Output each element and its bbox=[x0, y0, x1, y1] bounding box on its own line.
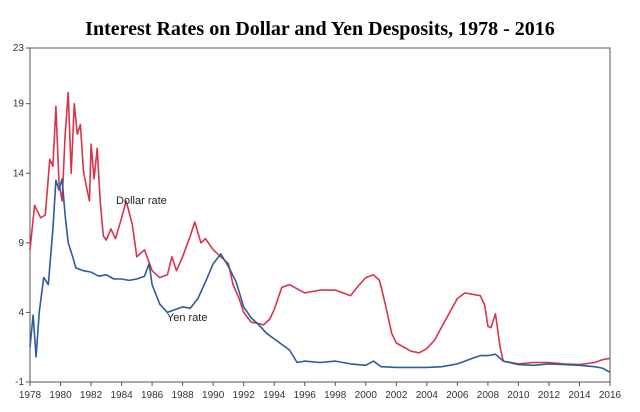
x-tick-label: 2014 bbox=[568, 390, 591, 401]
y-tick-label: 4 bbox=[18, 307, 24, 318]
x-tick-label: 2004 bbox=[416, 390, 439, 401]
x-tick-label: 1978 bbox=[19, 390, 42, 401]
x-tick-label: 1980 bbox=[49, 390, 72, 401]
y-tick-label: 19 bbox=[13, 99, 25, 110]
chart-title: Interest Rates on Dollar and Yen Desposi… bbox=[85, 18, 555, 40]
x-tick-label: 2000 bbox=[355, 390, 378, 401]
yen-rate-line bbox=[29, 178, 611, 374]
plot-frame bbox=[29, 47, 611, 383]
x-tick-label: 1984 bbox=[110, 390, 133, 401]
x-tick-label: 1994 bbox=[263, 390, 286, 401]
y-tick-label: 14 bbox=[13, 168, 25, 179]
dollar-rate-line bbox=[29, 91, 611, 366]
x-tick-label: 2008 bbox=[477, 390, 500, 401]
x-tick-label: 1982 bbox=[80, 390, 103, 401]
x-tick-label: 1988 bbox=[172, 390, 195, 401]
dollar-rate-label: Dollar rate bbox=[116, 195, 167, 207]
x-tick-label: 1986 bbox=[141, 390, 164, 401]
y-tick-label: -1 bbox=[15, 377, 24, 388]
x-tick-label: 1992 bbox=[233, 390, 256, 401]
x-tick-label: 1990 bbox=[202, 390, 225, 401]
x-tick-label: 1996 bbox=[294, 390, 317, 401]
x-tick-label: 1998 bbox=[324, 390, 347, 401]
x-tick-label: 2016 bbox=[599, 390, 622, 401]
x-tick-label: 2006 bbox=[446, 390, 469, 401]
y-tick-label: 9 bbox=[18, 238, 24, 249]
x-tick-label: 2002 bbox=[385, 390, 408, 401]
x-tick-label: 2012 bbox=[538, 390, 561, 401]
x-tick-label: 2010 bbox=[507, 390, 530, 401]
y-tick-label: 23 bbox=[13, 43, 25, 54]
yen-rate-label: Yen rate bbox=[167, 312, 208, 324]
